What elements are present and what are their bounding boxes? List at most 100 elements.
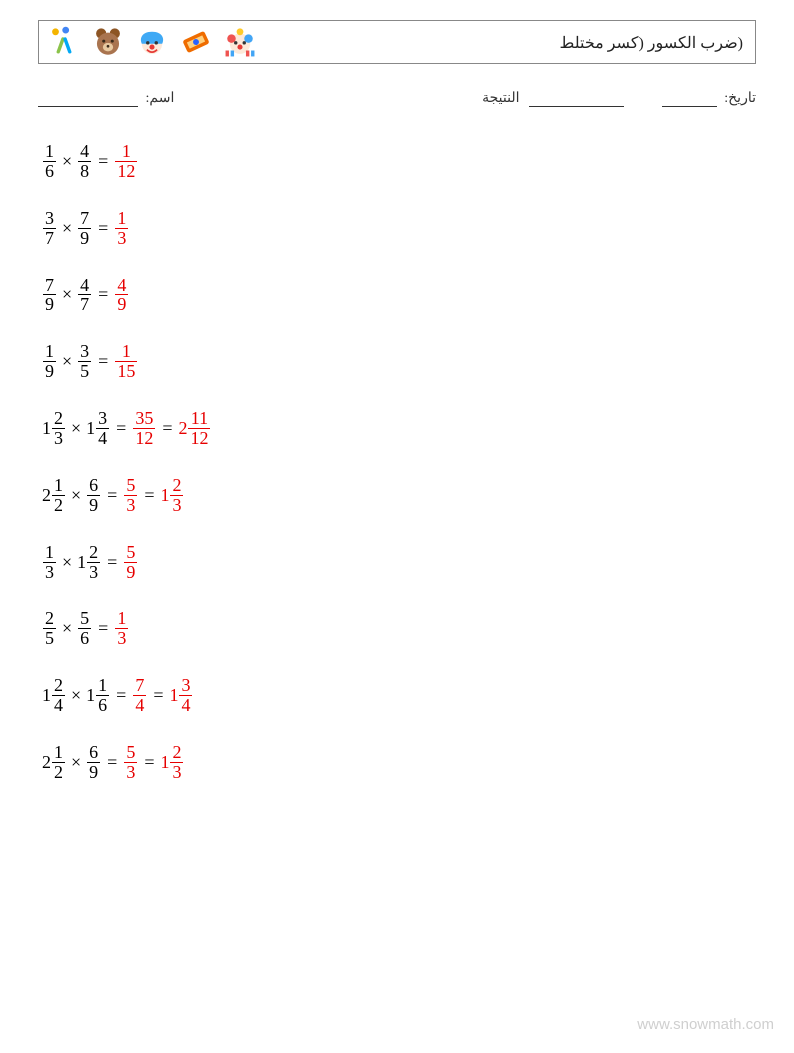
fraction: 34: [179, 676, 192, 715]
fraction: 49: [115, 276, 128, 315]
times-sign: ×: [71, 485, 81, 506]
problem-row: 19×35=115: [42, 342, 211, 381]
header-box: (ضرب الكسور (كسر مختلط: [38, 20, 756, 64]
denominator: 4: [96, 429, 109, 448]
answer-fraction: 21112: [178, 409, 211, 448]
denominator: 4: [179, 696, 192, 715]
date-blank[interactable]: [662, 106, 717, 107]
numerator: 1: [52, 476, 65, 495]
equals-sign: =: [116, 418, 126, 439]
denominator: 9: [43, 295, 56, 314]
numerator: 5: [124, 743, 137, 762]
fraction: 23: [170, 743, 183, 782]
equals-sign: =: [162, 418, 172, 439]
numerator: 2: [170, 476, 183, 495]
numerator: 2: [52, 676, 65, 695]
times-sign: ×: [71, 418, 81, 439]
mixed-whole: 2: [42, 752, 51, 773]
denominator: 5: [78, 362, 91, 381]
denominator: 4: [133, 696, 146, 715]
denominator: 4: [52, 696, 65, 715]
mixed-whole: 1: [86, 418, 95, 439]
denominator: 12: [188, 429, 210, 448]
denominator: 3: [87, 563, 100, 582]
numerator: 1: [115, 609, 128, 628]
answer-fraction: 49: [114, 276, 129, 315]
fraction: 74: [133, 676, 146, 715]
numerator: 2: [43, 609, 56, 628]
fraction: 37: [43, 209, 56, 248]
numerator: 1: [120, 342, 133, 361]
watermark-text: www.snowmath.com: [637, 1016, 774, 1033]
answer-fraction: 134: [169, 676, 193, 715]
fraction: 23: [87, 543, 100, 582]
denominator: 12: [133, 429, 155, 448]
numerator: 3: [96, 409, 109, 428]
denominator: 2: [52, 496, 65, 515]
mixed-whole: 1: [169, 685, 178, 706]
denominator: 6: [96, 696, 109, 715]
equals-sign: =: [144, 485, 154, 506]
numerator: 5: [124, 543, 137, 562]
numerator: 1: [115, 209, 128, 228]
bear-icon: [91, 25, 125, 59]
answer-fraction: 74: [132, 676, 147, 715]
clown-icon: [135, 25, 169, 59]
mixed-whole: 2: [42, 485, 51, 506]
denominator: 12: [115, 162, 137, 181]
numerator: 5: [78, 609, 91, 628]
numerator: 1: [96, 676, 109, 695]
numerator: 4: [78, 142, 91, 161]
numerator: 1: [52, 743, 65, 762]
fraction: 19: [43, 342, 56, 381]
date-field: تاريخ:: [662, 90, 756, 107]
equals-sign: =: [98, 218, 108, 239]
name-label: اسم:: [146, 91, 175, 106]
name-blank[interactable]: [38, 106, 138, 107]
denominator: 5: [43, 629, 56, 648]
equals-sign: =: [144, 752, 154, 773]
denominator: 8: [78, 162, 91, 181]
numerator: 4: [115, 276, 128, 295]
numerator: 3: [43, 209, 56, 228]
equals-sign: =: [107, 752, 117, 773]
times-sign: ×: [71, 685, 81, 706]
equals-sign: =: [107, 485, 117, 506]
result-blank[interactable]: [529, 106, 624, 107]
numerator: 1: [43, 543, 56, 562]
mixed-whole: 1: [42, 418, 51, 439]
equals-sign: =: [98, 618, 108, 639]
numerator: 4: [78, 276, 91, 295]
numerator: 6: [87, 476, 100, 495]
numerator: 7: [133, 676, 146, 695]
name-field: اسم:: [38, 90, 174, 107]
fraction: 3512: [133, 409, 155, 448]
denominator: 7: [78, 295, 91, 314]
denominator: 15: [115, 362, 137, 381]
times-sign: ×: [71, 752, 81, 773]
times-sign: ×: [62, 618, 72, 639]
problem-row: 123×134=3512=21112: [42, 409, 211, 448]
denominator: 9: [115, 295, 128, 314]
fraction: 12: [52, 743, 65, 782]
problems-list: 16×48=11237×79=1379×47=4919×35=115123×13…: [42, 142, 211, 810]
fraction: 47: [78, 276, 91, 315]
answer-fraction: 123: [160, 476, 184, 515]
denominator: 2: [52, 763, 65, 782]
equals-sign: =: [98, 151, 108, 172]
mixed-whole: 1: [86, 685, 95, 706]
fraction: 115: [115, 342, 137, 381]
answer-fraction: 3512: [132, 409, 156, 448]
numerator: 7: [78, 209, 91, 228]
numerator: 2: [52, 409, 65, 428]
denominator: 9: [87, 763, 100, 782]
result-field: النتيجة: [482, 90, 624, 107]
answer-fraction: 53: [123, 743, 138, 782]
denominator: 3: [124, 763, 137, 782]
fraction: 16: [43, 142, 56, 181]
equals-sign: =: [98, 351, 108, 372]
mixed-whole: 2: [178, 418, 187, 439]
denominator: 7: [43, 229, 56, 248]
fraction: 35: [78, 342, 91, 381]
times-sign: ×: [62, 151, 72, 172]
